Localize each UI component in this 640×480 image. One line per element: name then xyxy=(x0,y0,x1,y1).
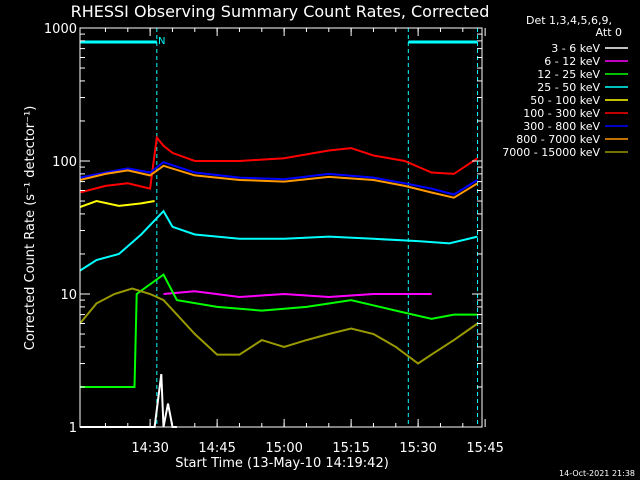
series-lines xyxy=(79,135,479,428)
legend-label-7: 800 - 7000 keV xyxy=(516,133,600,146)
series-line-3 xyxy=(79,209,478,272)
series-line-1 xyxy=(163,290,432,299)
legend-label-1: 6 - 12 keV xyxy=(544,55,600,68)
series-line-7 xyxy=(79,164,479,199)
x-axis-label: Start Time (13-May-10 14:19:42) xyxy=(175,456,389,471)
x-tick-label-0: 14:30 xyxy=(131,441,168,456)
x-tick-label-2: 15:00 xyxy=(265,441,302,456)
legend-label-0: 3 - 6 keV xyxy=(551,42,600,55)
y-tick-label-0: 1 xyxy=(69,421,77,436)
footer-date: 14-Oct-2021 21:38 xyxy=(559,469,635,478)
x-axis-ticks: 14:30 14:45 15:00 15:15 15:30 15:45 xyxy=(104,28,504,456)
x-tick-label-4: 15:30 xyxy=(399,441,436,456)
legend-header-line-1: Det 1,3,4,5,6,9, xyxy=(526,14,612,27)
legend-label-8: 7000 - 15000 keV xyxy=(502,146,600,159)
y-axis-ticks: 1 10 100 1000 xyxy=(44,22,482,436)
x-tick-label-3: 15:15 xyxy=(332,441,369,456)
legend-label-2: 12 - 25 keV xyxy=(537,68,600,81)
y-tick-label-2: 100 xyxy=(52,155,77,170)
legend-label-5: 100 - 300 keV xyxy=(523,107,600,120)
series-line-6 xyxy=(79,161,479,196)
legend-label-6: 300 - 800 keV xyxy=(523,120,600,133)
y-tick-label-3: 1000 xyxy=(44,22,77,37)
series-line-4 xyxy=(79,199,155,209)
x-tick-label-1: 14:45 xyxy=(198,441,235,456)
night-marker-label: N xyxy=(158,36,165,47)
legend-header-line-2: Att 0 xyxy=(596,26,622,39)
series-line-2 xyxy=(80,273,478,388)
legend-label-4: 50 - 100 keV xyxy=(530,94,600,107)
plot-frame xyxy=(79,27,483,428)
y-axis-label: Corrected Count Rate (s⁻¹ detector⁻¹) xyxy=(23,106,38,351)
series-line-5 xyxy=(79,135,479,194)
x-tick-label-5: 15:45 xyxy=(466,441,503,456)
series-line-8 xyxy=(79,287,479,365)
chart-title: RHESSI Observing Summary Count Rates, Co… xyxy=(71,2,490,21)
y-tick-label-1: 10 xyxy=(60,288,77,303)
legend-label-3: 25 - 50 keV xyxy=(537,81,600,94)
